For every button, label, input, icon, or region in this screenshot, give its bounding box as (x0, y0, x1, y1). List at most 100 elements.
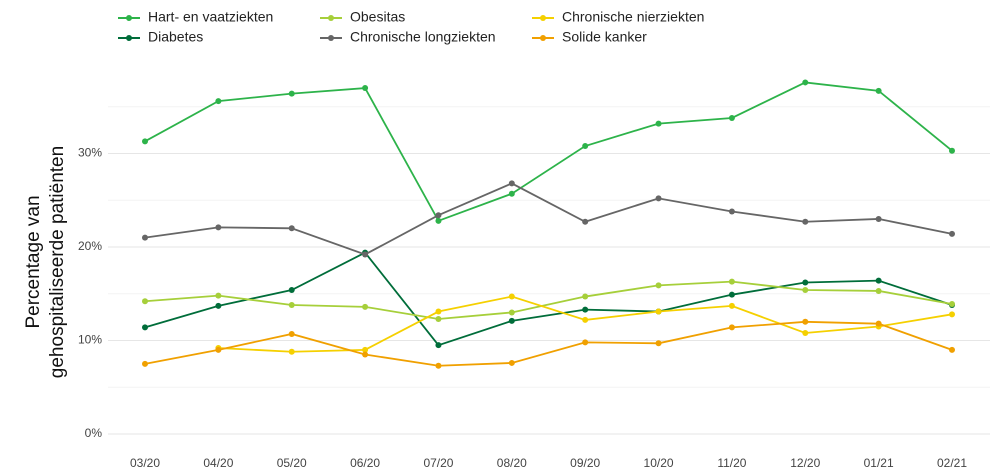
data-point (508, 359, 515, 366)
legend-label: Chronische nierziekten (562, 9, 704, 25)
x-tick-label: 09/20 (570, 456, 600, 470)
data-point (655, 340, 662, 347)
series-line (144, 251, 953, 347)
data-point (655, 308, 662, 315)
data-point (949, 230, 955, 237)
data-point (435, 308, 442, 315)
data-point (582, 316, 589, 323)
data-point (802, 218, 809, 225)
data-point (728, 278, 735, 285)
data-point (288, 90, 295, 97)
series-line (144, 182, 953, 256)
data-point (142, 360, 148, 367)
data-point (655, 195, 662, 202)
y-axis-label: Percentage van (23, 195, 44, 328)
data-point (802, 330, 809, 337)
data-point (508, 293, 515, 300)
data-point (582, 143, 589, 150)
data-point (362, 351, 369, 358)
legend-label: Obesitas (350, 9, 405, 25)
x-tick-label: 06/20 (350, 456, 380, 470)
data-point (655, 282, 662, 289)
data-point (142, 324, 148, 331)
data-point (508, 180, 515, 187)
data-point (362, 251, 369, 258)
legend-label: Hart- en vaatziekten (148, 9, 273, 25)
data-point (728, 114, 735, 121)
data-point (435, 342, 442, 349)
data-point (875, 320, 882, 327)
series-line (144, 280, 953, 320)
data-point (655, 120, 662, 127)
data-point (875, 287, 882, 294)
data-point (288, 225, 295, 232)
data-point (288, 301, 295, 308)
data-point (508, 317, 515, 324)
data-point (142, 298, 148, 305)
data-point (435, 362, 442, 369)
data-point (362, 85, 369, 92)
data-point (875, 87, 882, 94)
x-tick-label: 04/20 (203, 456, 233, 470)
data-point (728, 291, 735, 298)
data-point (215, 98, 222, 105)
legend-label: Solide kanker (562, 29, 647, 45)
data-point (288, 330, 295, 337)
x-tick-label: 03/20 (130, 456, 160, 470)
legend-label: Chronische longziekten (350, 29, 496, 45)
data-point (435, 217, 442, 224)
data-point (215, 346, 222, 353)
y-tick-label: 0% (85, 426, 103, 440)
data-point (802, 79, 809, 86)
data-point (508, 190, 515, 197)
data-point (435, 212, 442, 219)
x-tick-label: 07/20 (423, 456, 453, 470)
x-tick-label: 08/20 (497, 456, 527, 470)
data-point (802, 318, 809, 325)
x-tick-label: 05/20 (277, 456, 307, 470)
data-point (288, 287, 295, 294)
data-point (728, 208, 735, 215)
data-point (435, 315, 442, 322)
legend-label: Diabetes (148, 29, 203, 45)
y-tick-label: 20% (78, 239, 102, 253)
data-point (288, 348, 295, 355)
data-point (362, 346, 369, 353)
data-point (362, 303, 369, 310)
y-tick-label: 10% (78, 333, 102, 347)
data-point (949, 147, 955, 154)
data-point (949, 301, 955, 308)
data-point (949, 311, 955, 318)
data-point (142, 234, 148, 241)
x-tick-label: 12/20 (790, 456, 820, 470)
y-tick-label: 30% (78, 146, 102, 160)
data-point (949, 346, 955, 353)
legend-swatch-point (540, 35, 546, 41)
x-tick-label: 01/21 (864, 456, 894, 470)
data-point (582, 293, 589, 300)
legend-swatch-point (126, 15, 132, 21)
y-axis-label: gehospitaliseerde patiënten (47, 146, 68, 378)
legend-swatch-point (328, 35, 334, 41)
data-point (215, 302, 222, 309)
series-line (144, 320, 953, 367)
data-point (802, 287, 809, 294)
data-point (875, 215, 882, 222)
x-tick-label: 11/20 (717, 456, 746, 470)
data-point (728, 302, 735, 309)
data-point (582, 218, 589, 225)
data-point (142, 138, 148, 145)
legend-swatch-point (126, 35, 132, 41)
data-point (582, 306, 589, 313)
legend-swatch-point (328, 15, 334, 21)
series-line (144, 81, 953, 222)
data-point (215, 292, 222, 299)
x-tick-label: 02/21 (937, 456, 967, 470)
data-point (802, 279, 809, 286)
data-point (215, 224, 222, 231)
data-point (875, 277, 882, 284)
legend-swatch-point (540, 15, 546, 21)
data-point (508, 309, 515, 316)
x-tick-label: 10/20 (644, 456, 674, 470)
